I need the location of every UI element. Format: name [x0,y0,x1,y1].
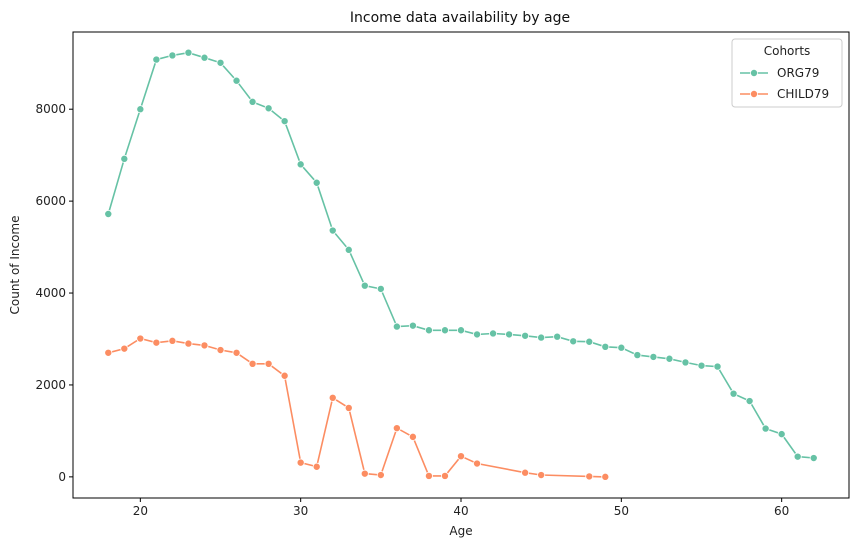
data-point-org79 [136,105,145,114]
data-point-child79 [184,339,193,348]
y-tick-label: 6000 [35,194,66,208]
data-point-org79 [104,209,113,218]
data-point-child79 [168,336,177,345]
data-point-org79 [489,329,498,338]
data-point-org79 [729,389,738,398]
x-tick-label: 40 [453,504,468,518]
data-point-org79 [585,337,594,346]
chart-title: Income data availability by age [350,10,570,26]
data-point-org79 [633,351,642,360]
data-point-child79 [280,371,289,380]
y-tick-label: 2000 [35,378,66,392]
x-tick-label: 30 [293,504,308,518]
data-point-org79 [793,452,802,461]
data-point-child79 [264,359,273,368]
data-point-org79 [745,397,754,406]
data-point-child79 [200,341,209,350]
data-point-child79 [120,344,129,353]
data-point-org79 [232,76,241,85]
data-point-org79 [761,424,770,433]
data-point-child79 [232,348,241,357]
data-point-org79 [777,430,786,439]
data-point-org79 [617,343,626,352]
data-point-child79 [360,469,369,478]
data-point-org79 [152,55,161,64]
y-tick-label: 8000 [35,102,66,116]
data-point-org79 [521,331,530,340]
data-point-org79 [200,53,209,62]
data-point-org79 [408,321,417,330]
data-point-org79 [216,58,225,67]
data-point-org79 [168,51,177,60]
data-point-org79 [312,178,321,187]
data-point-org79 [344,245,353,254]
data-point-child79 [216,346,225,355]
data-point-child79 [408,432,417,441]
series-layer [104,48,818,481]
data-point-org79 [360,281,369,290]
data-point-child79 [248,359,257,368]
legend: Cohorts ORG79 CHILD79 [731,38,843,108]
legend-title: Cohorts [764,44,811,58]
data-point-org79 [328,226,337,235]
data-point-org79 [264,104,273,113]
legend-label-org79: ORG79 [777,66,819,80]
data-point-org79 [809,454,818,463]
data-point-org79 [392,322,401,331]
data-point-child79 [521,468,530,477]
data-point-child79 [424,471,433,480]
data-point-org79 [713,362,722,371]
data-point-child79 [601,472,610,481]
data-point-org79 [424,326,433,335]
data-point-child79 [312,462,321,471]
legend-box [731,38,843,108]
data-point-org79 [505,330,514,339]
data-point-child79 [296,458,305,467]
y-tick-label: 4000 [35,286,66,300]
data-point-org79 [280,117,289,126]
data-point-child79 [344,403,353,412]
data-point-org79 [553,332,562,341]
data-point-org79 [665,354,674,363]
data-point-org79 [473,330,482,339]
data-point-child79 [104,348,113,357]
x-tick-label: 20 [133,504,148,518]
y-axis: 0 2000 4000 6000 8000 [35,102,73,484]
data-point-org79 [697,361,706,370]
plot-frame [72,31,850,499]
data-point-org79 [601,342,610,351]
data-point-child79 [136,334,145,343]
data-point-child79 [440,471,449,480]
legend-marker-child79 [750,90,759,99]
data-point-org79 [456,326,465,335]
data-point-org79 [120,154,129,163]
data-point-child79 [152,338,161,347]
data-point-org79 [681,358,690,367]
series-line-child79 [108,337,606,478]
data-point-child79 [585,472,594,481]
data-point-child79 [328,393,337,402]
data-point-org79 [649,352,658,361]
legend-label-child79: CHILD79 [777,87,829,101]
data-point-child79 [376,471,385,480]
x-tick-label: 60 [774,504,789,518]
data-point-org79 [248,97,257,106]
y-tick-label: 0 [58,470,66,484]
x-tick-label: 50 [614,504,629,518]
data-point-org79 [296,160,305,169]
x-axis-label: Age [449,524,472,538]
data-point-child79 [537,471,546,480]
data-point-org79 [376,284,385,293]
data-point-child79 [456,452,465,461]
data-point-org79 [440,326,449,335]
data-point-org79 [537,333,546,342]
y-axis-label: Count of Income [8,216,22,315]
data-point-org79 [569,337,578,346]
data-point-child79 [473,459,482,468]
x-axis: 20 30 40 50 60 [133,498,789,518]
data-point-org79 [184,48,193,57]
data-point-child79 [392,424,401,433]
legend-marker-org79 [750,69,759,78]
